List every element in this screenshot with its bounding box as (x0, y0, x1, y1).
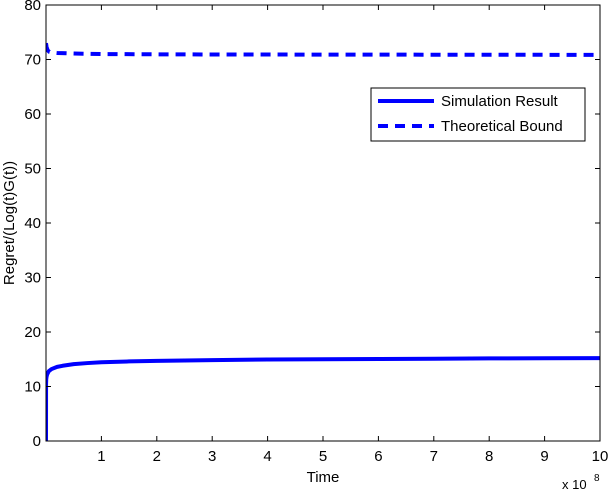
series-line-theoretical-bound (46, 42, 600, 57)
x-tick-label: 4 (263, 448, 271, 465)
x-tick-label: 8 (485, 448, 493, 465)
y-tick-label: 80 (24, 0, 41, 14)
x-tick-label: 7 (430, 448, 438, 465)
x-tick-label: 3 (208, 448, 216, 465)
y-tick-label: 70 (24, 52, 41, 69)
x-tick-label: 10 (592, 448, 608, 465)
y-axis-label: Regret/(Log(t)G(t)) (1, 161, 18, 285)
axis-ticks (46, 4, 601, 442)
legend-box (370, 87, 586, 142)
plot-frame (45, 4, 601, 442)
legend-label-simulation-result: Simulation Result (441, 93, 559, 110)
x-tick-label: 1 (97, 448, 105, 465)
x-axis-label: Time (307, 469, 340, 486)
x-tick-label: 9 (540, 448, 548, 465)
y-tick-label: 10 (24, 379, 41, 396)
tick-labels: 0 10 20 30 40 50 60 70 80 1 2 3 4 5 6 7 8 9 10 (24, 0, 608, 465)
y-tick-label: 40 (24, 215, 41, 232)
y-tick-label: 0 (33, 433, 41, 450)
y-tick-label: 30 (24, 270, 41, 287)
x-tick-label: 2 (153, 448, 161, 465)
legend: Simulation Result Theoretical Bound (370, 87, 586, 142)
y-tick-label: 60 (24, 106, 41, 123)
x-axis-multiplier: x 10 (562, 477, 587, 490)
y-tick-label: 20 (24, 324, 41, 341)
x-tick-label: 5 (319, 448, 327, 465)
y-tick-label: 50 (24, 161, 41, 178)
series-line-simulation-result (46, 356, 600, 441)
plot-marks (46, 42, 600, 441)
x-axis-multiplier-exponent: 8 (594, 473, 600, 484)
legend-label-theoretical-bound: Theoretical Bound (441, 118, 563, 135)
x-tick-label: 6 (374, 448, 382, 465)
